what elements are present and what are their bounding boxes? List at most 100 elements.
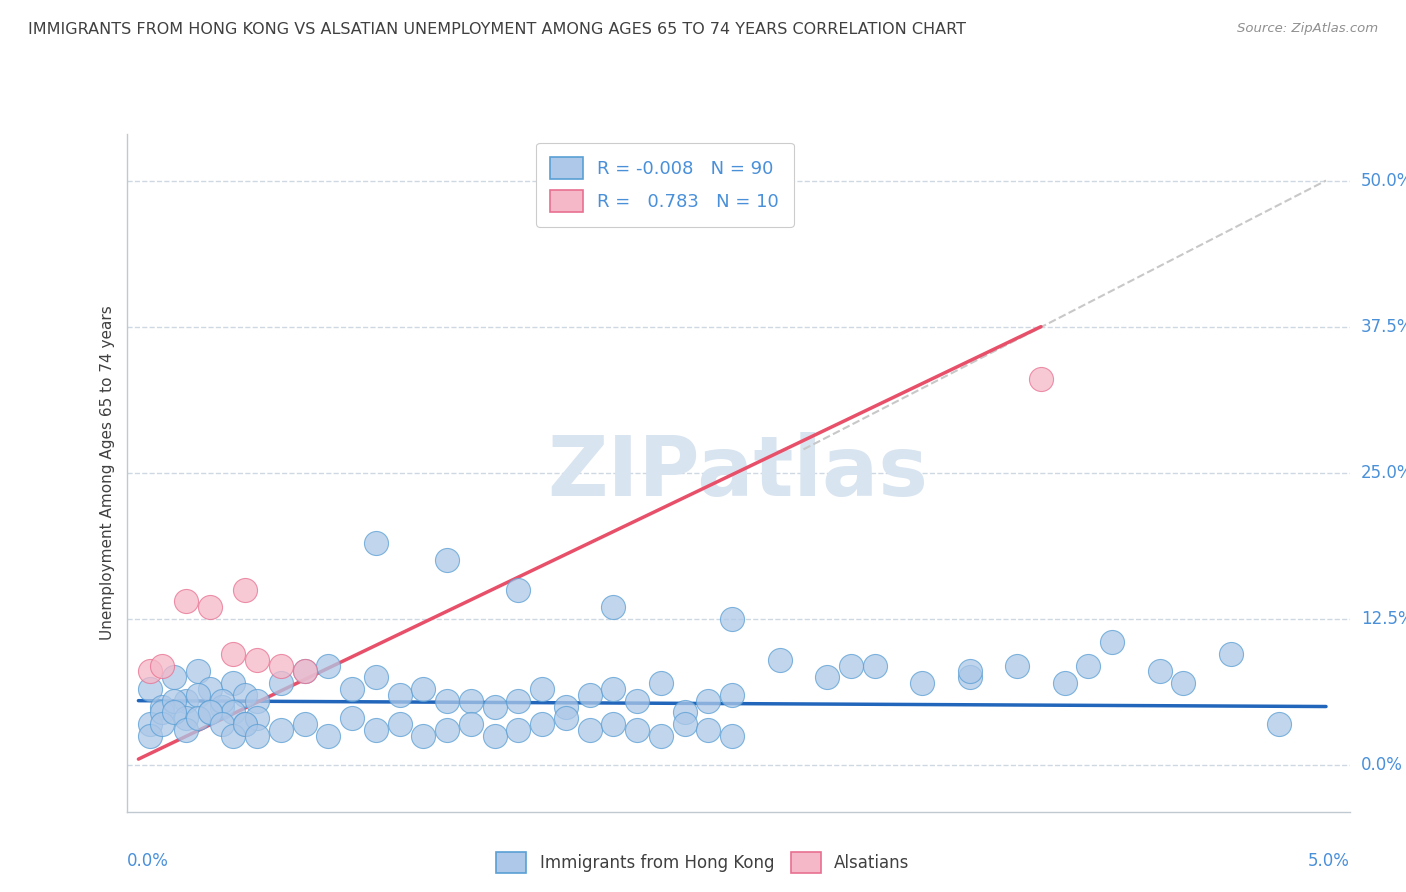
Point xyxy=(1220,647,1243,661)
Point xyxy=(163,670,186,684)
Point xyxy=(233,582,256,597)
Point xyxy=(911,676,934,690)
Point xyxy=(1173,676,1195,690)
Point xyxy=(508,723,530,737)
Text: IMMIGRANTS FROM HONG KONG VS ALSATIAN UNEMPLOYMENT AMONG AGES 65 TO 74 YEARS COR: IMMIGRANTS FROM HONG KONG VS ALSATIAN UN… xyxy=(28,22,966,37)
Point xyxy=(222,729,245,743)
Point xyxy=(246,653,269,667)
Point xyxy=(815,670,838,684)
Text: 5.0%: 5.0% xyxy=(1308,853,1350,871)
Point xyxy=(198,706,221,720)
Point xyxy=(508,582,530,597)
Point xyxy=(460,717,482,731)
Point xyxy=(602,600,624,615)
Point xyxy=(174,694,197,708)
Text: 12.5%: 12.5% xyxy=(1361,610,1406,628)
Point xyxy=(340,681,363,696)
Point xyxy=(436,553,458,567)
Point xyxy=(602,717,624,731)
Point xyxy=(270,723,292,737)
Point xyxy=(246,711,269,725)
Point xyxy=(697,723,720,737)
Point xyxy=(555,711,578,725)
Point xyxy=(222,676,245,690)
Point xyxy=(1077,658,1099,673)
Point xyxy=(187,688,209,702)
Point xyxy=(364,536,387,550)
Point xyxy=(150,706,173,720)
Point xyxy=(697,694,720,708)
Point xyxy=(1101,635,1123,649)
Point xyxy=(721,729,744,743)
Point xyxy=(139,729,162,743)
Point xyxy=(294,665,316,679)
Point xyxy=(246,729,269,743)
Point xyxy=(531,681,554,696)
Point xyxy=(484,699,506,714)
Point xyxy=(211,699,233,714)
Point xyxy=(174,594,197,608)
Text: Source: ZipAtlas.com: Source: ZipAtlas.com xyxy=(1237,22,1378,36)
Text: 50.0%: 50.0% xyxy=(1361,171,1406,190)
Point xyxy=(364,723,387,737)
Legend: Immigrants from Hong Kong, Alsatians: Immigrants from Hong Kong, Alsatians xyxy=(489,846,917,880)
Point xyxy=(139,717,162,731)
Point xyxy=(863,658,886,673)
Point xyxy=(174,723,197,737)
Text: ZIPatlas: ZIPatlas xyxy=(548,433,928,513)
Point xyxy=(436,723,458,737)
Point xyxy=(602,681,624,696)
Point xyxy=(198,600,221,615)
Point xyxy=(1267,717,1289,731)
Point xyxy=(150,717,173,731)
Point xyxy=(139,681,162,696)
Point xyxy=(163,694,186,708)
Point xyxy=(318,658,340,673)
Point xyxy=(412,729,434,743)
Point xyxy=(233,688,256,702)
Point xyxy=(839,658,862,673)
Point xyxy=(508,694,530,708)
Point xyxy=(174,711,197,725)
Point xyxy=(531,717,554,731)
Point xyxy=(388,688,411,702)
Point xyxy=(388,717,411,731)
Point xyxy=(578,723,600,737)
Point xyxy=(270,658,292,673)
Text: 0.0%: 0.0% xyxy=(127,853,169,871)
Point xyxy=(294,665,316,679)
Point xyxy=(222,706,245,720)
Point xyxy=(555,699,578,714)
Legend: R = -0.008   N = 90, R =   0.783   N = 10: R = -0.008 N = 90, R = 0.783 N = 10 xyxy=(536,143,793,227)
Point xyxy=(246,694,269,708)
Point xyxy=(318,729,340,743)
Point xyxy=(139,665,162,679)
Point xyxy=(673,706,696,720)
Point xyxy=(436,694,458,708)
Point xyxy=(460,694,482,708)
Point xyxy=(294,717,316,731)
Point xyxy=(211,717,233,731)
Point xyxy=(721,688,744,702)
Point xyxy=(769,653,792,667)
Point xyxy=(650,676,672,690)
Point xyxy=(150,699,173,714)
Point xyxy=(626,723,648,737)
Point xyxy=(270,676,292,690)
Point xyxy=(959,665,981,679)
Point xyxy=(721,612,744,626)
Point xyxy=(673,717,696,731)
Point xyxy=(233,717,256,731)
Point xyxy=(1029,372,1052,386)
Text: 37.5%: 37.5% xyxy=(1361,318,1406,335)
Point xyxy=(198,681,221,696)
Text: 0.0%: 0.0% xyxy=(1361,756,1403,774)
Point xyxy=(959,670,981,684)
Point xyxy=(412,681,434,696)
Point xyxy=(484,729,506,743)
Point xyxy=(1053,676,1076,690)
Point xyxy=(1005,658,1028,673)
Point xyxy=(198,706,221,720)
Point xyxy=(211,694,233,708)
Point xyxy=(150,658,173,673)
